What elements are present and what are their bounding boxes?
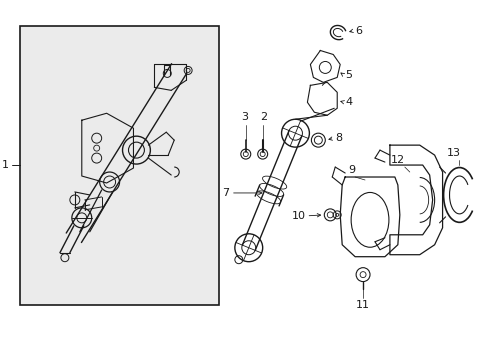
Text: 3: 3: [241, 112, 248, 122]
Text: 11: 11: [355, 300, 369, 310]
Text: 9: 9: [348, 165, 355, 175]
Text: 6: 6: [354, 26, 362, 36]
Text: 10: 10: [291, 211, 305, 221]
Text: 4: 4: [345, 97, 351, 107]
Text: 12: 12: [390, 155, 404, 165]
Bar: [20, 26, 219, 305]
Text: 1: 1: [2, 160, 9, 170]
Text: 5: 5: [345, 71, 351, 80]
Text: 7: 7: [222, 188, 228, 198]
Text: 2: 2: [260, 112, 266, 122]
Text: 13: 13: [446, 148, 460, 158]
Text: 8: 8: [335, 133, 342, 143]
